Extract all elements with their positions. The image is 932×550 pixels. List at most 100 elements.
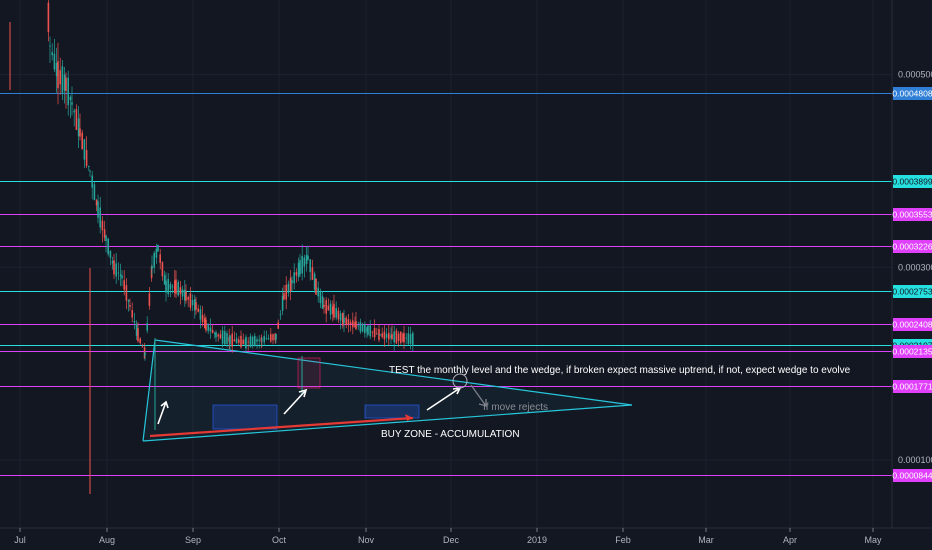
candle-body [221, 330, 224, 344]
candle-body [113, 260, 115, 275]
candle-body [277, 322, 279, 329]
buy-zone-trendline[interactable] [149, 416, 414, 438]
time-tick-label: Sep [185, 535, 201, 545]
candle-body [317, 287, 319, 297]
candle-body [249, 336, 252, 347]
candle-body [177, 282, 179, 296]
candle-body [157, 244, 159, 252]
accumulation-box-1[interactable] [212, 404, 278, 430]
drawings[interactable] [142, 339, 633, 442]
candle-body [315, 278, 317, 295]
arrow-up-2-head [298, 388, 308, 398]
candle-body [366, 327, 368, 332]
level-tag [893, 87, 932, 100]
candle-body [364, 324, 366, 334]
candle-body [129, 305, 131, 307]
candle-body [63, 74, 66, 91]
time-tick-label: Dec [443, 535, 460, 545]
candle-body [369, 325, 371, 337]
wedge-left-leg[interactable] [142, 339, 156, 442]
level-tag [893, 469, 932, 482]
candle-body [85, 149, 88, 166]
price-axis[interactable]: 0.00080000.00070000.00060000.00050000.00… [891, 0, 932, 528]
candle-body [412, 332, 414, 346]
arrow-up-2 [283, 389, 307, 415]
candle-body [217, 334, 219, 337]
level-tag-label: 0.0002753 [892, 287, 932, 297]
candle-body [258, 339, 260, 341]
main-annotation[interactable]: TEST the monthly level and the wedge, if… [389, 365, 851, 376]
time-tick-label: Mar [698, 535, 714, 545]
candle-body [191, 300, 194, 306]
candle-body [163, 275, 166, 285]
price-tags: 0.00090060.00081900.00075170.00048080.00… [892, 87, 932, 482]
candle-body [199, 309, 202, 320]
candle-body [201, 314, 204, 323]
price-tick-label: 0.0005000 [898, 70, 932, 80]
time-axis[interactable]: Jul Aug Sep Oct Nov Dec 2019 Feb Mar Apr May [0, 527, 932, 545]
candle-body [125, 285, 128, 301]
candle-body [332, 306, 334, 314]
candle-body [307, 255, 309, 260]
candle-body [137, 328, 139, 342]
candle-body [231, 333, 233, 347]
candle-body [247, 341, 249, 343]
candle-body [135, 323, 138, 336]
candle-body [405, 337, 407, 339]
accumulation-box-2[interactable] [364, 404, 420, 419]
candle-body [99, 207, 101, 228]
horizontal-levels[interactable] [0, 0, 892, 476]
candle-body [165, 280, 167, 293]
level-tag-label: 0.0004808 [892, 89, 932, 99]
candle-body [155, 248, 158, 258]
candles [9, 0, 414, 494]
candle-body [117, 272, 120, 274]
candle-body [345, 317, 347, 325]
candle-body [79, 128, 81, 137]
wedge-lower-line[interactable] [142, 404, 633, 442]
candle-body [254, 335, 256, 346]
time-tick-label: May [864, 535, 882, 545]
candle-body [305, 254, 308, 265]
reject-annotation[interactable]: If move rejects [483, 402, 548, 413]
candle-body [261, 339, 263, 341]
candle-body [235, 338, 238, 344]
level-tag-label: 0.0000844 [892, 471, 932, 481]
candle-body [101, 220, 104, 231]
level-tag [893, 380, 932, 393]
candle-body [291, 280, 293, 284]
candle-body [397, 333, 400, 342]
candle-body [169, 284, 172, 290]
reject-arrow-head [478, 399, 487, 407]
candle-body [189, 293, 192, 308]
candle-body [339, 313, 342, 321]
candle-body [47, 2, 50, 33]
level-tag [893, 175, 932, 188]
level-tag-label: 0.0003899 [892, 177, 932, 187]
candle-body [93, 184, 96, 201]
candle-body [197, 308, 199, 312]
candle-body [343, 317, 345, 323]
candle-body [123, 280, 125, 290]
candle-body [309, 259, 311, 273]
pattern-box[interactable] [297, 357, 321, 389]
candle-body [146, 323, 148, 331]
wedge-upper-line[interactable] [154, 339, 633, 406]
buy-zone-annotation[interactable]: BUY ZONE - ACCUMULATION [381, 429, 520, 440]
candle-body [361, 324, 364, 332]
candle-body [240, 335, 242, 348]
candle-body [349, 322, 352, 324]
candle-body [403, 333, 405, 343]
candle-body [263, 335, 265, 343]
level-tag-label: 0.0002135 [892, 347, 932, 357]
candle-body [242, 339, 244, 345]
candle-body [352, 320, 354, 328]
candle-body [185, 291, 187, 301]
candle-body [181, 289, 184, 297]
candle-body [293, 272, 295, 284]
candle-body [109, 250, 112, 258]
candle-body [245, 336, 247, 349]
time-tick-label: Feb [615, 535, 631, 545]
